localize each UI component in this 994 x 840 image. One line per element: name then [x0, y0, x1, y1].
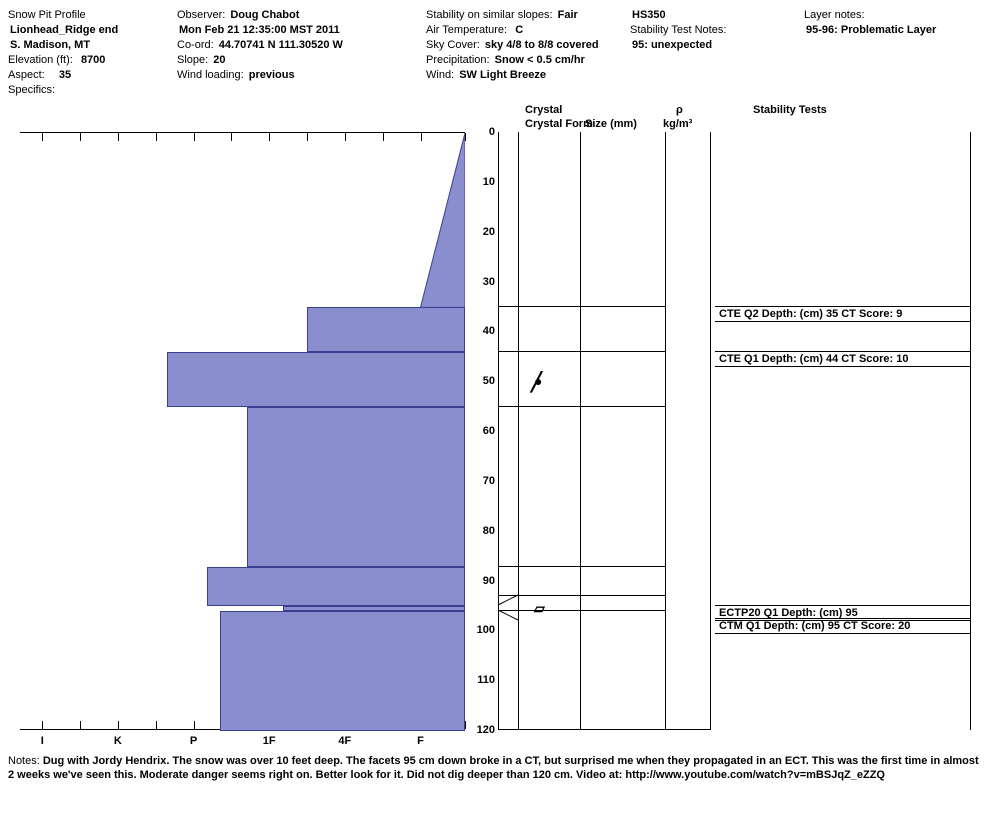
depth-label: 120: [477, 724, 495, 736]
col-stability-area: [711, 132, 971, 730]
hdr-col1: Snow Pit Profile Lionhead_Ridge end S. M…: [8, 8, 173, 98]
chart-wrap: IKP1F4FF 0102030405060708090100110120 ●╱…: [8, 132, 970, 752]
layer-boundary-line: [498, 610, 665, 611]
hardness-label: K: [114, 735, 122, 747]
notes-text: Dug with Jordy Hendrix. The snow was ove…: [8, 755, 979, 781]
depth-label: 60: [483, 425, 495, 437]
col-crystal-form-area: [518, 132, 580, 730]
stability-test-note: CTM Q1 Depth: (cm) 95 CT Score: 20: [715, 618, 970, 634]
depth-label: 10: [483, 176, 495, 188]
layer-boundary-line: [498, 351, 665, 352]
hardness-profile-chart: IKP1F4FF: [20, 132, 465, 730]
col-size: Size (mm): [585, 118, 637, 130]
stability-test-note: CTE Q2 Depth: (cm) 35 CT Score: 9: [715, 306, 970, 322]
depth-label: 70: [483, 475, 495, 487]
col-crystal-form: Crystal Form: [525, 118, 593, 130]
layer-boundary-line: [498, 306, 665, 307]
depth-label: 20: [483, 226, 495, 238]
notes-label: Notes:: [8, 755, 40, 767]
hardness-layer: [307, 307, 465, 352]
layer-boundary-line: [498, 566, 665, 567]
crystal-symbol: ▱: [534, 600, 545, 617]
crystal-symbol: ●╱: [534, 373, 542, 389]
notes-section: Notes: Dug with Jordy Hendrix. The snow …: [8, 754, 986, 782]
hardness-layer: [220, 611, 465, 731]
connector-lines: [498, 132, 518, 730]
col-crystal-top: Crystal: [525, 104, 562, 116]
hardness-label: 4F: [338, 735, 351, 747]
layer-boundary-line: [498, 406, 665, 407]
col-stability: Stability Tests: [753, 104, 827, 116]
col-rho-sym: ρ: [676, 104, 683, 116]
hardness-label: P: [190, 735, 197, 747]
col-rho: kg/m³: [663, 118, 692, 130]
depth-axis: 0102030405060708090100110120: [465, 132, 495, 730]
depth-label: 50: [483, 375, 495, 387]
hdr-col2: Observer: Doug Chabot Mon Feb 21 12:35:0…: [177, 8, 422, 98]
hdr-col3: Stability on similar slopes: Fair Air Te…: [426, 8, 626, 98]
hdr-col5: Layer notes: 95-96: Problematic Layer: [804, 8, 994, 98]
hardness-layer: [247, 407, 465, 566]
layer-boundary-line: [498, 595, 665, 596]
depth-label: 80: [483, 525, 495, 537]
depth-label: 100: [477, 624, 495, 636]
column-labels: Crystal Crystal Form Size (mm) ρ kg/m³ S…: [8, 104, 986, 132]
stability-test-note: CTE Q1 Depth: (cm) 44 CT Score: 10: [715, 351, 970, 367]
hardness-layer: [167, 352, 465, 407]
hardness-label: I: [41, 735, 44, 747]
hdr-col4: HS350 Stability Test Notes: 95: unexpect…: [630, 8, 800, 98]
hardness-label: 1F: [263, 735, 276, 747]
depth-label: 30: [483, 276, 495, 288]
depth-label: 110: [477, 674, 495, 686]
depth-label: 0: [489, 126, 495, 138]
hardness-layer: [207, 567, 465, 607]
depth-label: 40: [483, 325, 495, 337]
hardness-label: F: [417, 735, 424, 747]
header-grid: Snow Pit Profile Lionhead_Ridge end S. M…: [8, 8, 986, 98]
col-rho-area: [665, 132, 710, 730]
depth-label: 90: [483, 575, 495, 587]
col-size-area: [580, 132, 665, 730]
